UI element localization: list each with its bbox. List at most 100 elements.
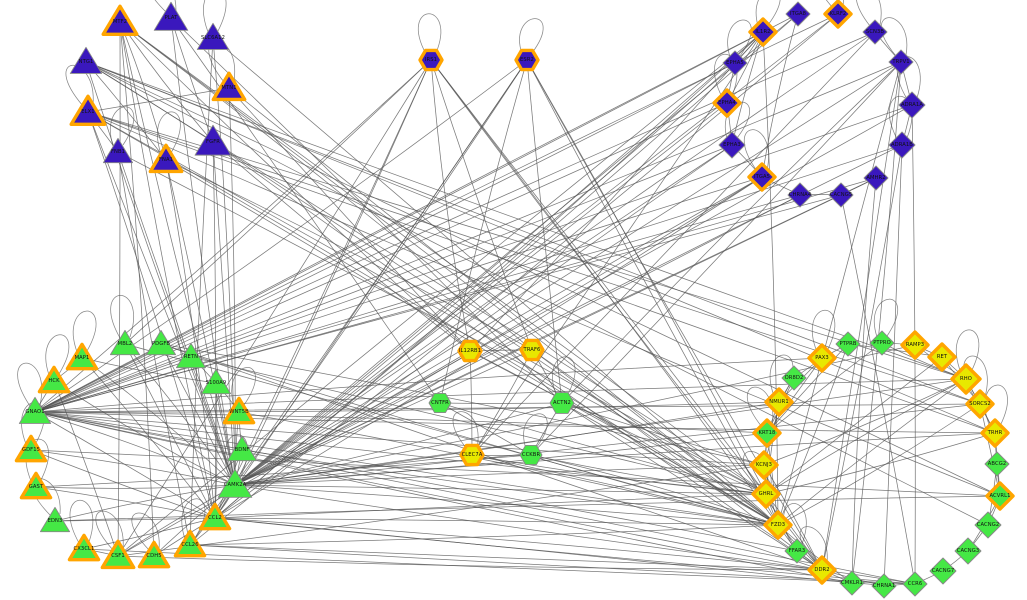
graph-node-slc6a12[interactable]: SLC6A12 bbox=[193, 18, 233, 58]
graph-edge bbox=[212, 141, 779, 526]
graph-edge bbox=[234, 31, 764, 486]
graph-node-irs1[interactable]: IRS1 bbox=[414, 43, 448, 77]
graph-edge bbox=[777, 61, 902, 526]
graph-edge bbox=[526, 59, 779, 526]
graph-node-ccl26[interactable]: CCL26 bbox=[171, 526, 209, 564]
graph-edge bbox=[214, 493, 767, 519]
graph-edge bbox=[117, 464, 765, 557]
graph-self-loop bbox=[95, 510, 124, 551]
graph-node-trpv1[interactable]: TRPV1 bbox=[883, 44, 919, 80]
graph-edge bbox=[54, 517, 216, 522]
graph-edge bbox=[34, 59, 528, 413]
graph-self-loop bbox=[873, 298, 899, 338]
graph-edge bbox=[439, 402, 532, 456]
graph-edge bbox=[214, 517, 823, 571]
graph-node-cntfr[interactable]: CNTFR bbox=[423, 386, 457, 420]
graph-node-chrna4[interactable]: CHRNA4 bbox=[782, 177, 818, 213]
graph-edge bbox=[87, 87, 230, 113]
graph-edge bbox=[821, 144, 903, 571]
graph-self-loop bbox=[65, 64, 94, 107]
graph-edge bbox=[234, 102, 728, 486]
graph-edge bbox=[54, 495, 1001, 522]
graph-edge bbox=[87, 111, 779, 526]
graph-node-epha5[interactable]: EPHA5 bbox=[717, 45, 753, 81]
graph-node-ptpro[interactable]: PTPRO bbox=[864, 325, 900, 361]
graph-node-amhr2[interactable]: AMHR2 bbox=[858, 160, 894, 196]
graph-edge bbox=[54, 484, 236, 522]
graph-edge bbox=[34, 403, 981, 413]
graph-edge bbox=[234, 378, 967, 486]
graph-edge bbox=[119, 21, 167, 161]
graph-edge bbox=[234, 350, 471, 486]
graph-edge bbox=[34, 411, 779, 526]
graph-edge bbox=[189, 524, 779, 546]
graph-self-loop bbox=[811, 309, 836, 353]
graph-edge bbox=[214, 176, 763, 519]
graph-node-gast[interactable]: GAST bbox=[17, 468, 55, 506]
graph-edge bbox=[34, 104, 913, 413]
graph-node-ccr6[interactable]: CCR6 bbox=[897, 566, 933, 600]
graph-edge bbox=[471, 454, 767, 495]
graph-edge bbox=[471, 31, 876, 456]
graph-self-loop bbox=[714, 53, 738, 98]
graph-self-loop bbox=[725, 101, 750, 140]
graph-edge bbox=[761, 13, 799, 178]
graph-node-adra1a[interactable]: ADRA1A bbox=[893, 86, 931, 124]
graph-node-cmklr1[interactable]: CMKLR1 bbox=[834, 565, 870, 600]
graph-edge bbox=[234, 484, 823, 571]
graph-node-ntg1[interactable]: NTG1 bbox=[66, 42, 106, 82]
graph-node-gnao1[interactable]: GNAO1 bbox=[15, 392, 55, 432]
graph-edge bbox=[34, 378, 967, 413]
graph-edge bbox=[762, 31, 779, 526]
graph-edge bbox=[883, 144, 903, 587]
graph-node-fna1[interactable]: FNA1 bbox=[146, 140, 186, 180]
graph-edge bbox=[87, 111, 216, 519]
graph-node-mbl2[interactable]: MBL2 bbox=[106, 325, 144, 363]
graph-node-cckbr[interactable]: CCKBR bbox=[514, 438, 548, 472]
graph-node-il12rb1[interactable]: IL12RB1 bbox=[453, 334, 487, 368]
graph-edge bbox=[234, 403, 981, 486]
graph-node-fgfr[interactable]: FGFR bbox=[191, 120, 235, 164]
graph-edge bbox=[124, 59, 432, 345]
graph-node-wnt5b[interactable]: WNT5B bbox=[220, 393, 258, 431]
graph-edge bbox=[35, 484, 236, 489]
graph-edge bbox=[160, 343, 765, 466]
graph-edge bbox=[34, 176, 763, 413]
graph-node-cdh5[interactable]: CDH5 bbox=[135, 537, 173, 575]
graph-edge bbox=[851, 61, 902, 584]
graph-edge bbox=[83, 517, 216, 550]
graph-edge bbox=[34, 411, 798, 552]
graph-node-mtn1[interactable]: MTN1 bbox=[209, 68, 249, 108]
graph-edge bbox=[214, 144, 733, 519]
graph-edge bbox=[117, 151, 236, 486]
graph-self-loop bbox=[856, 0, 882, 27]
graph-node-itga8[interactable]: ITGA8 bbox=[780, 0, 816, 32]
graph-node-epha4[interactable]: EPHA4 bbox=[708, 84, 746, 122]
graph-node-mtf2[interactable]: MTF2 bbox=[99, 1, 141, 43]
graph-edge bbox=[119, 21, 214, 143]
graph-node-elx1[interactable]: ELX1 bbox=[67, 91, 109, 133]
graph-node-csf1[interactable]: CSF1 bbox=[98, 536, 138, 576]
graph-node-actn2[interactable]: ACTN2 bbox=[544, 385, 580, 421]
graph-node-fnb1[interactable]: FNB1 bbox=[99, 133, 137, 171]
graph-node-gdf15[interactable]: GDF15 bbox=[12, 431, 50, 469]
graph-edge bbox=[212, 37, 779, 526]
graph-node-itga5[interactable]: ITGA5 bbox=[743, 158, 781, 196]
graph-edge bbox=[530, 454, 779, 526]
graph-node-klrf2[interactable]: KLRF2 bbox=[819, 0, 857, 33]
graph-node-traf6[interactable]: TRAF6 bbox=[515, 333, 549, 367]
graph-edge bbox=[234, 454, 473, 486]
graph-self-loop bbox=[727, 19, 752, 58]
graph-node-adra1b[interactable]: ADRA1B bbox=[883, 126, 921, 164]
graph-node-esr2[interactable]: ESR2 bbox=[510, 43, 544, 77]
graph-edge bbox=[234, 402, 563, 486]
graph-edge bbox=[34, 411, 853, 584]
graph-edge bbox=[87, 111, 1001, 497]
graph-node-plat[interactable]: PLAT bbox=[150, 0, 192, 39]
graph-node-clec7a[interactable]: CLEC7A bbox=[455, 438, 489, 472]
graph-edge bbox=[30, 449, 236, 486]
graph-edge bbox=[821, 61, 902, 571]
graph-node-cacng5[interactable]: CACNG5 bbox=[823, 177, 859, 213]
